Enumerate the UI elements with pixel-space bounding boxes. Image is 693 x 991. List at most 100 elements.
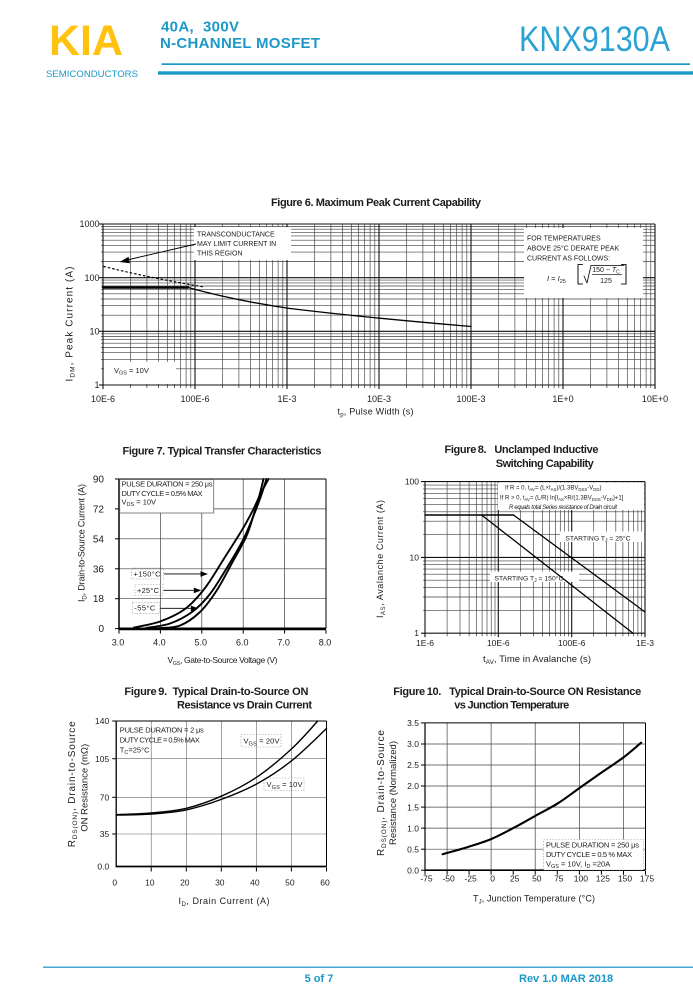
svg-text:1: 1	[94, 380, 99, 390]
svg-text:36: 36	[93, 564, 105, 575]
svg-text:R equals total Series resistan: R equals total Series resistance of Drai…	[509, 505, 617, 511]
svg-text:3.5: 3.5	[407, 718, 419, 728]
svg-text:Resistance vs Drain Current: Resistance vs Drain Current	[177, 700, 312, 712]
svg-text:TJ, Junction Temperature (°C): TJ, Junction Temperature (°C)	[473, 894, 595, 906]
svg-text:35: 35	[100, 829, 110, 839]
svg-text:VGS, Gate-to-Source Voltage (V: VGS, Gate-to-Source Voltage (V)	[168, 655, 278, 667]
svg-text:100: 100	[574, 874, 588, 884]
svg-text:Rev 1.0 MAR 2018: Rev 1.0 MAR 2018	[519, 973, 613, 985]
svg-text:72: 72	[93, 504, 105, 515]
svg-text:8.0: 8.0	[319, 638, 332, 648]
svg-text:25: 25	[510, 874, 520, 884]
svg-text:IDM, Peak Current (A): IDM, Peak Current (A)	[65, 267, 77, 382]
svg-text:20: 20	[180, 878, 190, 888]
svg-text:VGS = 20V: VGS = 20V	[244, 737, 280, 748]
svg-text:100: 100	[84, 273, 99, 283]
svg-text:ON Resistance (mΩ): ON Resistance (mΩ)	[80, 744, 91, 832]
svg-text:STARTING TJ = 25°C: STARTING TJ = 25°C	[565, 535, 630, 544]
svg-text:FOR TEMPERATURES: FOR TEMPERATURES	[527, 236, 601, 243]
svg-text:N-CHANNEL MOSFET: N-CHANNEL MOSFET	[160, 35, 320, 52]
svg-text:1000: 1000	[79, 219, 99, 229]
svg-text:DUTY CYCLE = 0.5% MAX: DUTY CYCLE = 0.5% MAX	[120, 736, 200, 745]
svg-text:KNX9130A: KNX9130A	[519, 20, 671, 59]
svg-text:tp, Pulse Width (s): tp, Pulse Width (s)	[338, 407, 414, 419]
svg-text:10: 10	[410, 552, 420, 562]
svg-text:+25°C: +25°C	[137, 586, 160, 595]
svg-text:0: 0	[490, 874, 495, 884]
svg-text:7.0: 7.0	[277, 638, 290, 648]
svg-text:PULSE DURATION = 250 μs: PULSE DURATION = 250 μs	[122, 479, 213, 488]
svg-text:STARTING TJ = 150°C: STARTING TJ = 150°C	[495, 575, 564, 584]
svg-text:VGS = 10V, ID =20A: VGS = 10V, ID =20A	[546, 860, 610, 871]
svg-text:tAV, Time in Avalanche (s): tAV, Time in Avalanche (s)	[483, 654, 591, 666]
svg-text:10: 10	[89, 327, 99, 337]
svg-text:6.0: 6.0	[236, 638, 249, 648]
svg-text:Figure 6. Maximum Peak Current: Figure 6. Maximum Peak Current Capabilit…	[271, 197, 482, 209]
svg-text:IAS, Avalanche Current (A): IAS, Avalanche Current (A)	[375, 500, 387, 618]
svg-text:60: 60	[320, 878, 330, 888]
svg-text:1E+0: 1E+0	[552, 394, 573, 404]
svg-text:PULSE DURATION = 2 μs: PULSE DURATION = 2 μs	[120, 726, 204, 735]
svg-text:1.0: 1.0	[407, 823, 419, 833]
svg-text:KIA: KIA	[49, 18, 123, 65]
svg-text:MAY LIMIT CURRENT IN: MAY LIMIT CURRENT IN	[197, 241, 276, 248]
svg-text:0.0: 0.0	[407, 865, 419, 875]
svg-text:0.0: 0.0	[97, 862, 109, 872]
svg-text:TRANSCONDUCTANCE: TRANSCONDUCTANCE	[197, 232, 275, 239]
svg-text:40: 40	[250, 878, 260, 888]
svg-text:ID, Drain Current (A): ID, Drain Current (A)	[179, 896, 270, 908]
svg-text:CURRENT AS FOLLOWS:: CURRENT AS FOLLOWS:	[527, 256, 610, 263]
svg-text:-75: -75	[420, 874, 433, 884]
svg-text:DUTY CYCLE = 0.5 % MAX: DUTY CYCLE = 0.5 % MAX	[546, 850, 632, 859]
svg-text:1E-3: 1E-3	[636, 638, 654, 648]
svg-text:5 of 7: 5 of 7	[305, 973, 334, 985]
svg-text:105: 105	[95, 754, 109, 764]
svg-text:0.5: 0.5	[407, 844, 419, 854]
svg-text:3.0: 3.0	[112, 638, 125, 648]
svg-text:Figure 9. Typical Drain-to-So: Figure 9. Typical Drain-to-Source ON	[124, 686, 308, 698]
svg-text:Resistance (Normalized): Resistance (Normalized)	[388, 741, 399, 845]
svg-text:140: 140	[95, 716, 109, 726]
svg-text:100E-3: 100E-3	[456, 394, 485, 404]
svg-text:TC=25°C: TC=25°C	[120, 745, 150, 756]
svg-text:4.0: 4.0	[153, 638, 166, 648]
svg-text:0: 0	[98, 624, 104, 635]
svg-text:-50: -50	[442, 874, 455, 884]
svg-text:10E-3: 10E-3	[367, 394, 391, 404]
svg-text:10E+0: 10E+0	[642, 394, 668, 404]
svg-text:125: 125	[600, 278, 612, 285]
svg-text:VGS = 10V: VGS = 10V	[267, 780, 303, 791]
svg-text:150: 150	[618, 874, 632, 884]
svg-text:-25: -25	[464, 874, 477, 884]
svg-text:I = I25: I = I25	[547, 274, 566, 285]
svg-text:10E-6: 10E-6	[91, 394, 115, 404]
svg-text:VGS = 10V: VGS = 10V	[114, 366, 149, 377]
svg-text:100: 100	[405, 477, 419, 487]
svg-text:+150°C: +150°C	[134, 570, 162, 579]
svg-text:10: 10	[145, 878, 155, 888]
svg-text:1E-6: 1E-6	[416, 638, 434, 648]
svg-text:VDS = 10V: VDS = 10V	[122, 497, 157, 508]
svg-text:PULSE DURATION = 250 μs: PULSE DURATION = 250 μs	[546, 841, 639, 850]
svg-text:3.0: 3.0	[407, 739, 419, 749]
svg-text:ID, Drain-to-Source Current (A: ID, Drain-to-Source Current (A)	[77, 484, 89, 602]
svg-text:100E-6: 100E-6	[558, 638, 586, 648]
svg-text:75: 75	[554, 874, 564, 884]
svg-text:0: 0	[112, 878, 117, 888]
svg-text:54: 54	[93, 534, 105, 545]
svg-text:If R = 0, tAV= (L×IAS)/(1.3BVD: If R = 0, tAV= (L×IAS)/(1.3BVDSS-VDD)	[505, 486, 601, 492]
svg-text:ABOVE 25°C DERATE PEAK: ABOVE 25°C DERATE PEAK	[527, 245, 619, 253]
svg-text:125: 125	[596, 874, 610, 884]
svg-text:DUTY CYCLE = 0.5% MAX: DUTY CYCLE = 0.5% MAX	[122, 489, 203, 498]
svg-text:70: 70	[100, 793, 110, 803]
svg-text:10E-6: 10E-6	[487, 638, 510, 648]
svg-text:2.0: 2.0	[407, 781, 419, 791]
svg-text:SEMICONDUCTORS: SEMICONDUCTORS	[46, 69, 138, 79]
svg-text:2.5: 2.5	[407, 760, 419, 770]
svg-text:30: 30	[215, 878, 225, 888]
svg-text:If R > 0, tAV= (L/R) ln[IAS×R/: If R > 0, tAV= (L/R) ln[IAS×R/(1.3BVDSS-…	[500, 496, 624, 502]
svg-text:THIS REGION: THIS REGION	[197, 251, 243, 258]
svg-text:vs Junction Temperature: vs Junction Temperature	[454, 700, 569, 712]
svg-text:50: 50	[285, 878, 295, 888]
svg-text:Figure 8. Unclamped Inductiv: Figure 8. Unclamped Inductive	[445, 444, 599, 456]
